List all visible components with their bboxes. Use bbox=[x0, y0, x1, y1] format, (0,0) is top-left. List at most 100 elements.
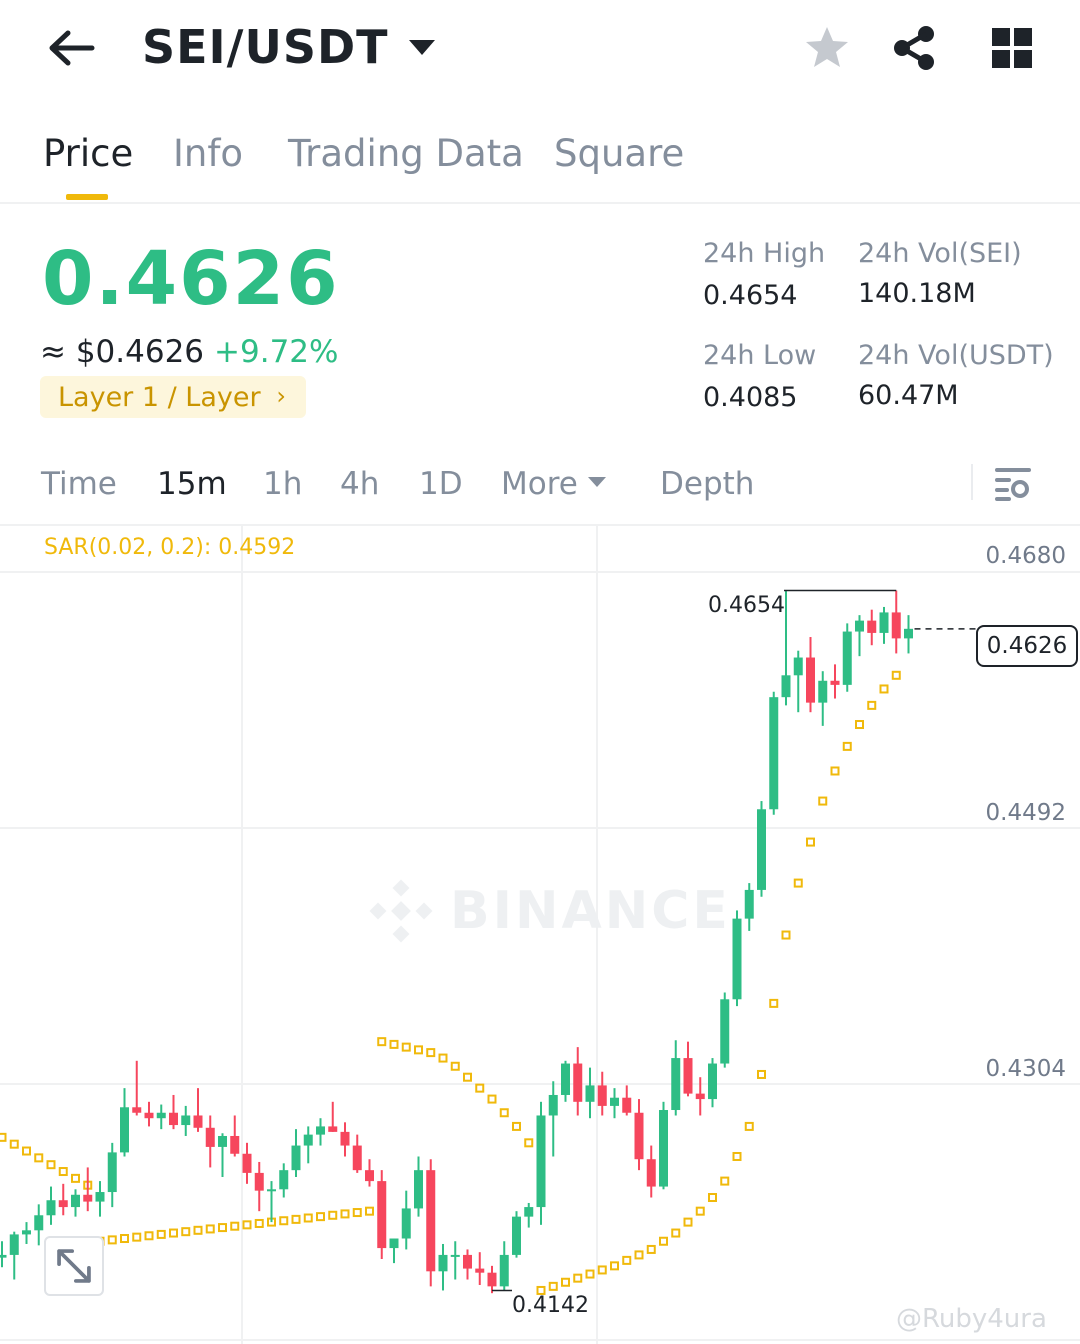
chart-grid bbox=[0, 526, 1080, 1344]
candle bbox=[352, 1134, 362, 1173]
sar-point bbox=[328, 1210, 338, 1220]
candle-body bbox=[475, 1268, 485, 1273]
back-arrow-icon[interactable] bbox=[46, 26, 96, 70]
candle bbox=[524, 1202, 534, 1228]
sar-point bbox=[316, 1212, 325, 1222]
high-label: 24h High bbox=[703, 238, 826, 269]
candle bbox=[879, 606, 889, 644]
interval-time[interactable]: Time bbox=[41, 466, 117, 502]
candle bbox=[757, 801, 766, 897]
candle bbox=[144, 1101, 154, 1127]
sar-indicator-label: SAR(0.02, 0.2): 0.4592 bbox=[44, 535, 296, 560]
y-axis-label: 0.4492 bbox=[985, 800, 1066, 826]
sar-point bbox=[181, 1227, 191, 1237]
grid-icon[interactable] bbox=[988, 22, 1038, 74]
candle bbox=[573, 1047, 583, 1116]
candle bbox=[34, 1204, 44, 1246]
candle bbox=[867, 609, 877, 646]
sar-point bbox=[573, 1273, 583, 1283]
share-icon[interactable] bbox=[890, 22, 940, 74]
candle-body bbox=[0, 1254, 7, 1258]
chart-settings-icon[interactable] bbox=[993, 464, 1033, 504]
sar-point bbox=[71, 1173, 80, 1183]
candlestick-chart[interactable] bbox=[0, 526, 1080, 1344]
tab-trading-data[interactable]: Trading Data bbox=[288, 132, 524, 175]
watermark-credit: @Ruby4ura bbox=[896, 1304, 1047, 1334]
sar-point bbox=[891, 670, 901, 680]
candle bbox=[365, 1159, 374, 1187]
low-label: 24h Low bbox=[703, 340, 817, 371]
candle-body bbox=[132, 1107, 142, 1113]
candle bbox=[475, 1252, 485, 1285]
sar-point bbox=[463, 1072, 472, 1082]
candle bbox=[242, 1142, 252, 1184]
candle-body bbox=[671, 1058, 681, 1111]
candle bbox=[120, 1088, 129, 1157]
fiat-price: ≈ $0.4626 bbox=[40, 334, 205, 370]
candle-body bbox=[401, 1208, 411, 1239]
candle-body bbox=[781, 675, 791, 698]
candle-body bbox=[561, 1063, 570, 1095]
current-price-tag: 0.4626 bbox=[976, 625, 1078, 667]
sar-point bbox=[867, 700, 877, 710]
sar-point bbox=[475, 1083, 485, 1093]
candle-body bbox=[597, 1085, 607, 1106]
candle bbox=[46, 1186, 56, 1225]
candle bbox=[218, 1133, 227, 1177]
candle-body bbox=[426, 1170, 436, 1272]
candle bbox=[806, 637, 815, 713]
sar-point bbox=[806, 837, 815, 847]
candle-body bbox=[891, 612, 901, 639]
sar-point bbox=[144, 1231, 154, 1241]
sar-point bbox=[0, 1132, 7, 1142]
candle-body bbox=[328, 1126, 338, 1132]
sar-point bbox=[487, 1094, 497, 1104]
pair-title: SEI/USDT bbox=[142, 20, 389, 74]
sar-indicator bbox=[0, 670, 901, 1295]
candle-body bbox=[793, 657, 803, 676]
chevron-right-icon: › bbox=[276, 382, 286, 410]
star-icon[interactable] bbox=[802, 22, 852, 74]
expand-icon[interactable] bbox=[44, 1236, 104, 1296]
candle-body bbox=[46, 1200, 56, 1216]
candle-body bbox=[744, 889, 754, 919]
sar-point bbox=[389, 1039, 399, 1049]
interval-15m[interactable]: 15m bbox=[157, 466, 227, 502]
vol-base-label: 24h Vol(SEI) bbox=[858, 238, 1022, 269]
interval-1d[interactable]: 1D bbox=[419, 466, 463, 502]
candle bbox=[622, 1085, 632, 1116]
y-axis-label: 0.4304 bbox=[985, 1056, 1066, 1082]
interval-4h[interactable]: 4h bbox=[340, 466, 380, 502]
candle-body bbox=[818, 680, 828, 703]
candle bbox=[389, 1238, 399, 1264]
candle bbox=[499, 1241, 509, 1291]
candle-body bbox=[512, 1216, 521, 1255]
category-tag[interactable]: Layer 1 / Layer › bbox=[40, 376, 306, 418]
candle bbox=[720, 992, 730, 1068]
candle-body bbox=[340, 1131, 350, 1146]
sar-point bbox=[622, 1255, 632, 1265]
candle bbox=[401, 1190, 411, 1250]
candle-body bbox=[181, 1115, 191, 1126]
candle bbox=[769, 691, 779, 815]
candle bbox=[169, 1094, 178, 1130]
candle bbox=[181, 1105, 191, 1136]
candle-body bbox=[156, 1112, 166, 1119]
candle bbox=[316, 1118, 325, 1146]
pair-selector[interactable]: SEI/USDT bbox=[142, 20, 435, 74]
depth-tab[interactable]: Depth bbox=[660, 466, 755, 502]
candles bbox=[0, 590, 913, 1294]
interval-1h[interactable]: 1h bbox=[263, 466, 303, 502]
candle bbox=[855, 615, 864, 657]
candle-body bbox=[720, 999, 730, 1064]
candle bbox=[646, 1145, 656, 1198]
sar-point bbox=[720, 1176, 730, 1186]
sar-point bbox=[156, 1229, 166, 1239]
tab-price[interactable]: Price bbox=[43, 132, 134, 175]
candle bbox=[132, 1060, 142, 1116]
interval-more[interactable]: More bbox=[501, 466, 606, 502]
tab-info[interactable]: Info bbox=[173, 132, 244, 175]
tab-square[interactable]: Square bbox=[554, 132, 685, 175]
candle-body bbox=[230, 1135, 240, 1154]
high-value: 0.4654 bbox=[703, 280, 798, 311]
